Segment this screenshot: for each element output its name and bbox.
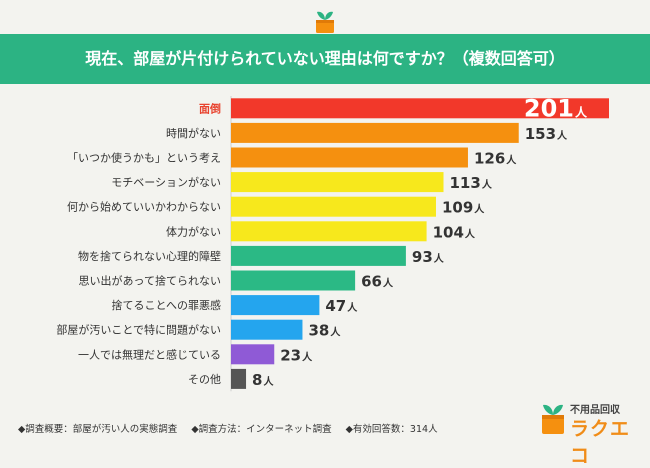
category-label: 物を捨てられない心理的障壁 [78, 249, 221, 263]
bar [231, 344, 275, 365]
survey-overview: ◆調査概要：部屋が汚い人の実態調査 [18, 424, 178, 435]
data-label: 47人 [325, 297, 358, 315]
category-label: 捨てることへの罪悪感 [112, 298, 221, 312]
bar [231, 245, 406, 266]
category-label: 体力がない [166, 224, 221, 238]
bar [231, 270, 356, 291]
sprout-box-icon [542, 404, 564, 434]
brand-subtitle: 不用品回収 [570, 405, 620, 416]
category-label: 「いつか使うかも」という考え [67, 152, 221, 165]
category-label: 何から始めていいかわからない [67, 200, 221, 214]
data-label: 38人 [308, 322, 341, 340]
bar [231, 295, 320, 316]
data-label: 126人 [474, 150, 517, 168]
bar [231, 319, 303, 340]
survey-responses: ◆有効回答数：314人 [345, 424, 438, 435]
data-label: 23人 [280, 346, 313, 364]
bar [231, 196, 436, 217]
bar [231, 221, 427, 242]
category-label: モチベーションがない [111, 175, 221, 189]
brand-name: ラクエコ [570, 418, 631, 467]
category-label: 部屋が汚いことで特に問題がない [56, 323, 221, 337]
bar [231, 98, 609, 119]
category-label: 面倒 [199, 101, 221, 115]
category-label: 一人では無理だと感じている [78, 347, 221, 361]
survey-footer: ◆調査概要：部屋が汚い人の実態調査 ◆調査方法：インターネット調査 ◆有効回答数：3… [18, 421, 438, 435]
sprout-box-logo-icon [316, 11, 334, 33]
data-label: 8人 [252, 371, 274, 389]
data-label: 104人 [433, 223, 476, 241]
data-label: 66人 [361, 273, 394, 291]
data-label: 109人 [442, 199, 485, 217]
bar [231, 172, 444, 193]
bar [231, 147, 468, 168]
category-label: その他 [188, 373, 221, 386]
bar [231, 368, 247, 389]
brand-logo: 不用品回収 ラクエコ [538, 398, 638, 467]
category-label: 思い出があって捨てられない [79, 274, 221, 288]
title-banner: 現在、部屋が片付けられていない理由は何ですか？（複数回答可） [0, 34, 650, 84]
chart-title: 現在、部屋が片付けられていない理由は何ですか？（複数回答可） [85, 49, 565, 68]
data-label: 153人 [525, 125, 568, 143]
survey-method: ◆調査方法：インターネット調査 [191, 424, 332, 435]
data-label: 93人 [412, 248, 445, 266]
data-label: 113人 [450, 174, 493, 192]
category-label: 時間がない [166, 126, 221, 140]
bar [231, 122, 519, 143]
